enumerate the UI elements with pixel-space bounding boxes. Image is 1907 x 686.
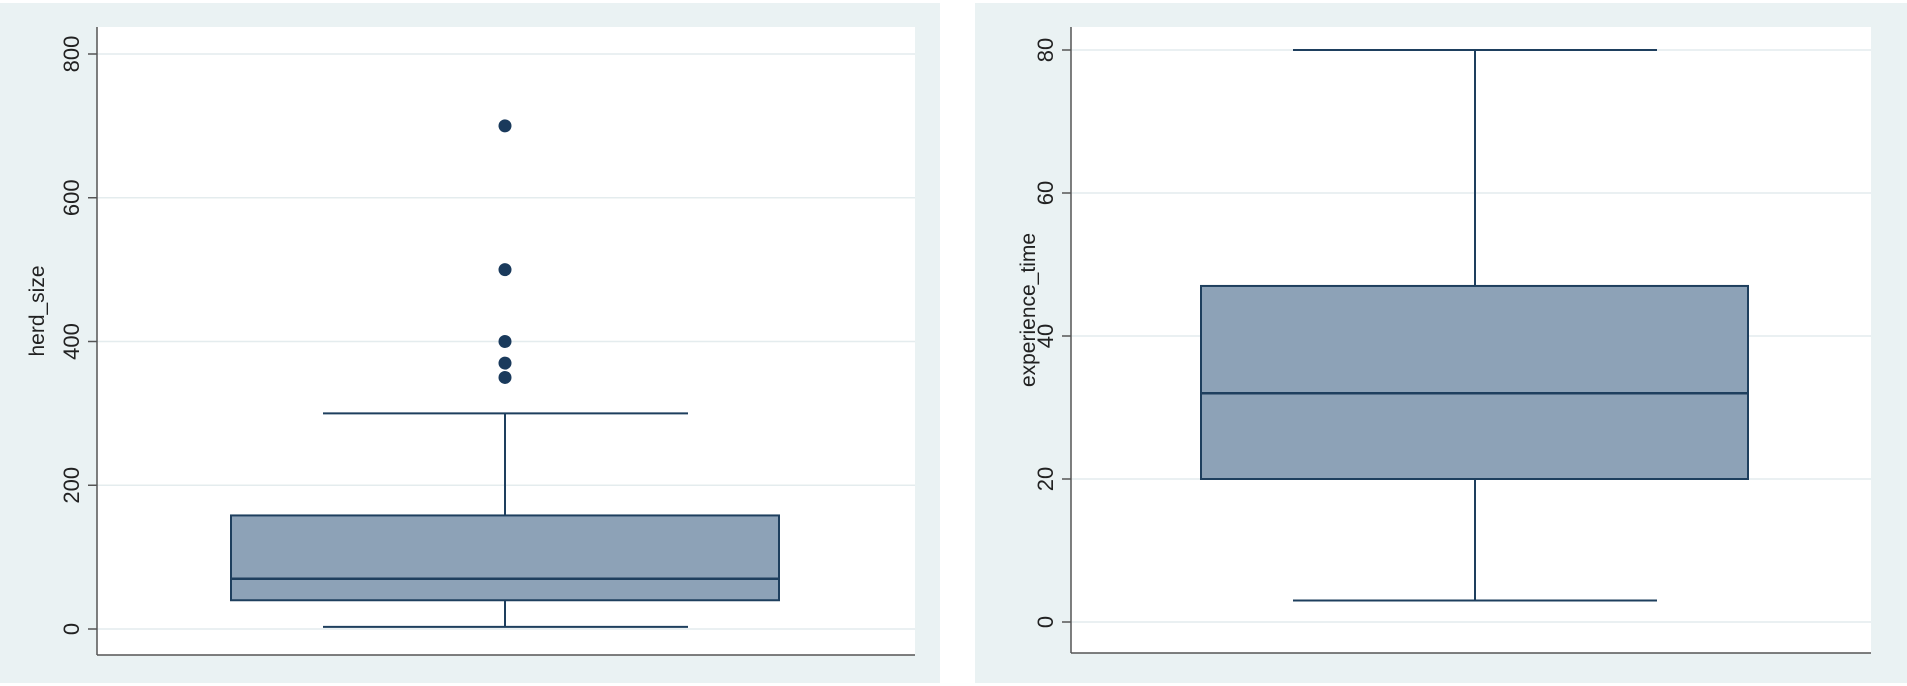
iqr-box [230, 514, 780, 602]
y-tick-label: 0 [59, 623, 84, 635]
outlier-point [498, 119, 512, 133]
y-tick-label: 80 [1033, 38, 1058, 62]
y-tick-label: 0 [1033, 616, 1058, 628]
chart-panel-herd-size: 0 200 400 600 800 herd_size [0, 3, 940, 683]
y-tick-label: 400 [59, 323, 84, 360]
y-tick-label: 40 [1033, 324, 1058, 348]
y-tick-label: 600 [59, 179, 84, 216]
iqr-box [1200, 284, 1749, 481]
chart-herd-size: 0 200 400 600 800 herd_size [26, 27, 915, 656]
y-axis-title: herd_size [26, 265, 49, 356]
y-tick-label: 20 [1033, 467, 1058, 491]
y-tick-label: 800 [59, 36, 84, 73]
chart-experience-time: 0 20 40 60 80 experience_time [1017, 27, 1871, 654]
outlier-point [498, 263, 512, 277]
y-tick-label: 200 [59, 467, 84, 504]
outlier-point [498, 335, 512, 348]
y-tick-label: 60 [1033, 181, 1058, 205]
y-axis-title: experience_time [1017, 233, 1040, 387]
chart-panel-experience-time: 0 20 40 60 80 experience_time [975, 3, 1907, 683]
outlier-point [498, 370, 512, 384]
outlier-point [498, 356, 512, 370]
